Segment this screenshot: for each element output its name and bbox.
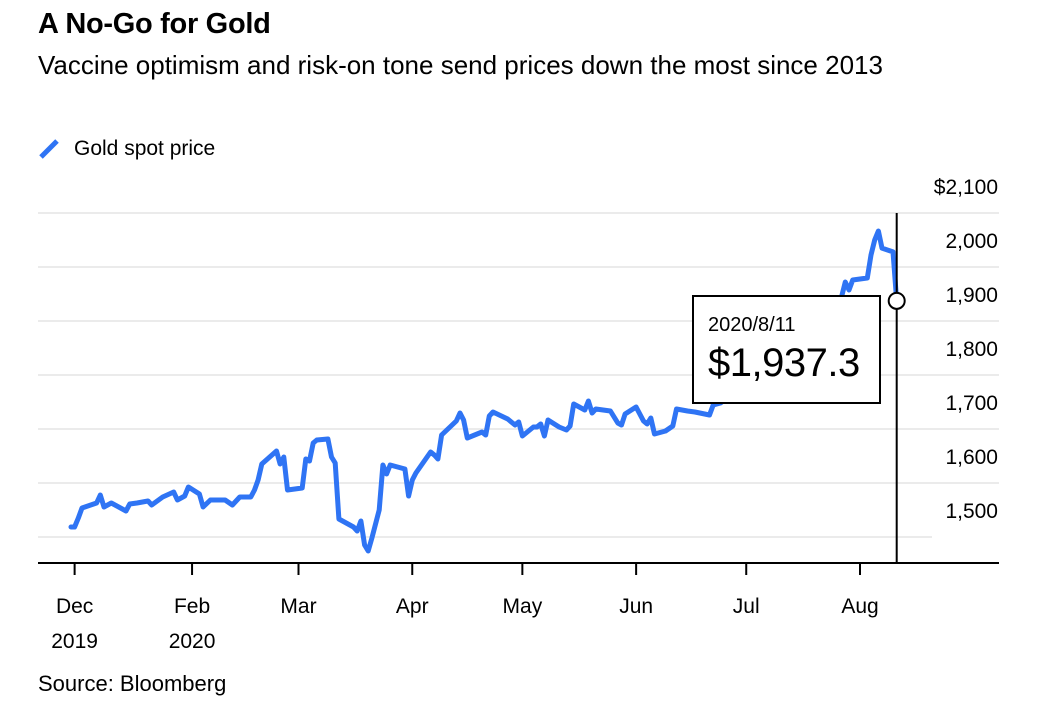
y-tick-label: $2,100 (934, 176, 998, 199)
x-tick-label: Feb (174, 595, 210, 618)
x-tick-label: Mar (280, 595, 316, 618)
x-tick-sublabel: 2019 (51, 630, 98, 653)
y-tick-label: 1,700 (945, 392, 998, 415)
y-tick-label: 2,000 (945, 230, 998, 253)
y-axis-labels: 1,500 1,600 1,700 1,800 1,900 2,000 $2,100 (934, 176, 998, 523)
series-line-gold-spot-price (68, 228, 900, 554)
chart-subtitle: Vaccine optimism and risk-on tone send p… (38, 50, 883, 80)
y-tick-label: 1,600 (945, 446, 998, 469)
x-tick-label: Dec (56, 595, 93, 618)
x-tick-label: Jul (733, 595, 760, 618)
legend-label: Gold spot price (74, 137, 216, 160)
tooltip: 2020/8/11 $1,937.3 (692, 295, 881, 404)
chart-title: A No-Go for Gold (38, 8, 271, 40)
y-tick-label: 1,500 (945, 500, 998, 523)
tooltip-value: $1,937.3 (708, 341, 860, 385)
legend-line-icon (39, 139, 59, 159)
y-tick-label: 1,800 (945, 338, 998, 361)
x-tick-label: May (503, 595, 543, 618)
x-axis: Dec 2019 Feb 2020 Mar Apr May Jun Jul Aug (38, 562, 999, 653)
x-tick-label: Apr (396, 595, 429, 618)
hover-cursor (887, 213, 906, 563)
tooltip-date: 2020/8/11 (708, 314, 796, 336)
legend: Gold spot price (38, 137, 215, 161)
x-tick-label: Jun (619, 595, 653, 618)
y-tick-label: 1,900 (945, 284, 998, 307)
x-tick-sublabel: 2020 (169, 630, 216, 653)
x-tick-label: Aug (841, 595, 878, 618)
highlight-point (887, 291, 906, 310)
source-note: Source: Bloomberg (38, 671, 227, 696)
series-layer (68, 228, 900, 554)
